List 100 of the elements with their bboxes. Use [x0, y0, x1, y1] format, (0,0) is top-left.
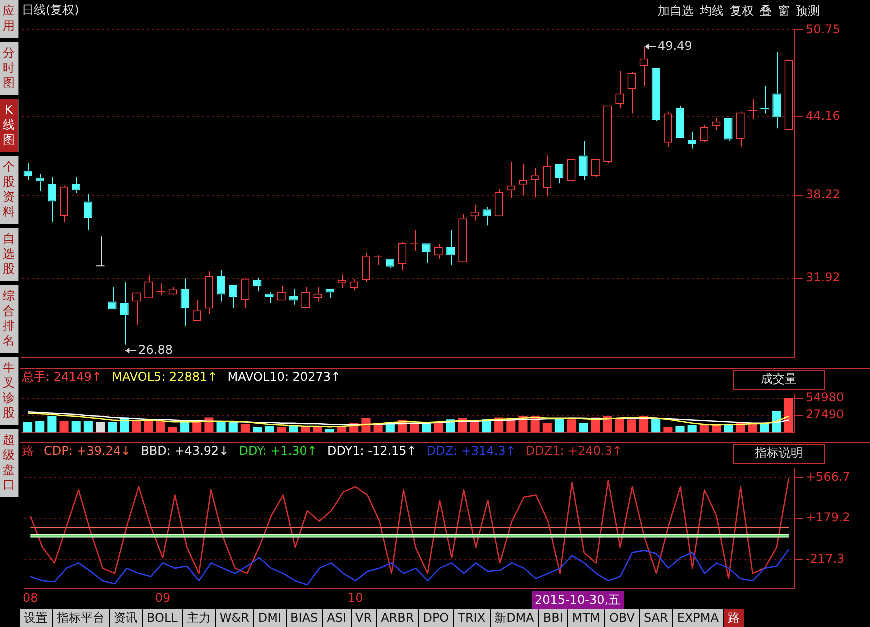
bar [615, 418, 624, 433]
bar [48, 416, 57, 433]
text: DDZ: +314.3↑ [426, 444, 516, 458]
text: K线图 [2, 103, 16, 148]
candlestick [543, 155, 552, 197]
text: ARBR [377, 609, 418, 627]
text: 路 [22, 442, 34, 460]
candlestick [302, 286, 310, 308]
candlestick [204, 271, 214, 315]
text: VR [352, 609, 376, 627]
text: CDP: +39.24↓ [44, 444, 132, 458]
bar [252, 427, 262, 433]
bar [470, 422, 480, 433]
text: 指标平台 [53, 609, 109, 627]
text: 个股资料 [2, 160, 16, 220]
text: DDY: +1.30↑ [239, 444, 318, 458]
text: 窗 [778, 2, 790, 20]
bar [664, 427, 673, 433]
text: TRIX [454, 609, 490, 627]
candlestick [24, 163, 32, 181]
bar [289, 426, 298, 433]
candlestick [338, 274, 346, 289]
bar [301, 427, 310, 433]
candlestick [144, 275, 154, 299]
text: 预测 [796, 2, 820, 20]
candlestick [579, 140, 588, 181]
text: ASI [323, 609, 351, 627]
candlestick [494, 188, 504, 217]
x-tick-label: 10 [348, 590, 364, 605]
bar [554, 418, 564, 433]
text: 2015-10-30,五 [532, 591, 624, 610]
bar [216, 422, 226, 433]
bar [627, 420, 636, 433]
candlestick [470, 204, 480, 222]
candlestick [48, 176, 56, 223]
text: DDZ1: +240.3↑ [526, 444, 623, 458]
text: 应用 [2, 4, 16, 34]
bar [325, 429, 335, 433]
bar [265, 426, 274, 433]
candlestick [60, 185, 68, 223]
candlestick [180, 278, 190, 328]
text: 路 [724, 609, 744, 627]
candlestick [96, 236, 106, 267]
text: EXPMA [673, 609, 723, 627]
bar [144, 420, 154, 433]
text: 新DMA [490, 609, 538, 627]
bar [132, 422, 142, 433]
text: BBI [539, 609, 568, 627]
y-tick-label: 38.22 [806, 188, 840, 202]
candlestick [458, 214, 468, 263]
candlestick [772, 52, 782, 130]
text: 成交量 [733, 370, 825, 390]
text: 加自选 [658, 2, 694, 20]
candlestick [482, 206, 492, 226]
bar [688, 425, 697, 433]
y-tick-label: -217.3 [806, 552, 845, 566]
candlestick [736, 111, 745, 148]
candlestick [422, 244, 431, 264]
candlestick [386, 258, 395, 269]
bar [240, 424, 250, 433]
text: DPO [419, 609, 454, 627]
text: 超级盘口 [2, 433, 16, 493]
y-tick-label: 54980 [806, 390, 844, 404]
bar [567, 420, 576, 433]
x-tick-label: 09 [155, 590, 171, 605]
text: 综合排名 [2, 289, 16, 349]
bar [108, 422, 118, 433]
candlestick [652, 68, 660, 122]
text: 分时图 [2, 46, 16, 91]
bar [676, 426, 685, 433]
candlestick [676, 106, 684, 138]
candlestick [712, 118, 721, 131]
text: DMI [254, 609, 286, 627]
bar [277, 427, 286, 433]
bar [784, 398, 794, 433]
text: 主力 [182, 609, 215, 627]
bar [168, 427, 178, 433]
bar [36, 422, 45, 433]
candlestick [688, 131, 697, 150]
bar [579, 423, 588, 433]
text: BOLL [143, 609, 182, 627]
text: 复权 [730, 2, 754, 20]
text: 均线 [700, 2, 724, 20]
bar [84, 422, 93, 433]
annotation: 26.88 [138, 343, 174, 358]
candlestick [664, 111, 672, 148]
bar [24, 422, 33, 433]
candlestick [784, 60, 794, 130]
y-tick-label: 44.16 [806, 109, 840, 124]
y-tick-label: 50.75 [806, 22, 840, 36]
text: BBD: +43.92↓ [141, 444, 230, 458]
text: OBV [605, 609, 639, 627]
bar [603, 416, 612, 433]
bar [748, 424, 758, 433]
text: BIAS [286, 609, 322, 627]
bar [72, 422, 81, 433]
candlestick [519, 164, 528, 196]
text: DDY1: -12.15↑ [327, 444, 417, 458]
bar [156, 422, 166, 433]
y-tick-label: 27490 [806, 408, 844, 422]
